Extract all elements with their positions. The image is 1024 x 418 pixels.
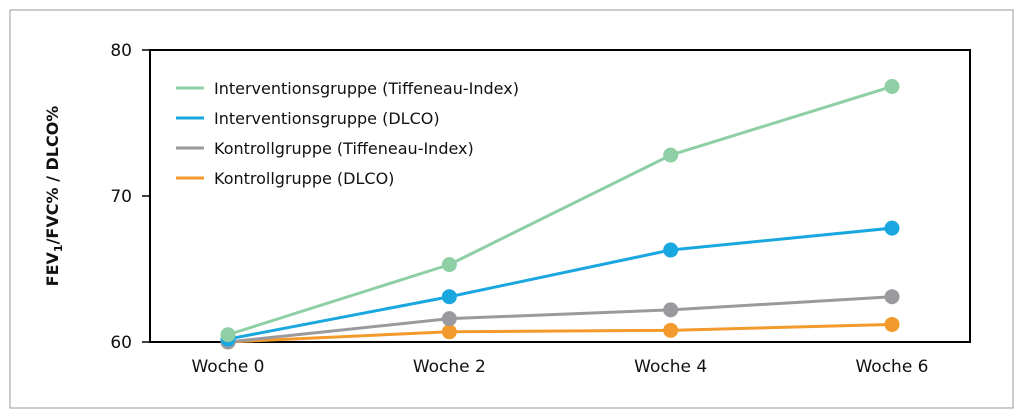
x-tick-label: Woche 6 (855, 357, 928, 377)
data-point (663, 322, 679, 338)
data-point (663, 147, 679, 163)
x-tick-label: Woche 0 (191, 357, 264, 377)
y-axis-label-subscript: 1 (52, 244, 65, 252)
outer-frame (9, 9, 1014, 409)
data-point (884, 79, 900, 94)
data-point (441, 257, 457, 273)
series-line (227, 226, 893, 341)
data-point (663, 242, 679, 258)
legend-label: Kontrollgruppe (DLCO) (214, 169, 394, 188)
data-point (441, 324, 457, 340)
y-axis-label: FEV1/FVC% / DLCO% (43, 106, 65, 287)
legend-label: Kontrollgruppe (Tiffeneau-Index) (214, 139, 474, 158)
x-tick-label: Woche 2 (413, 357, 486, 377)
legend: Interventionsgruppe (Tiffeneau-Index) Int… (176, 79, 519, 188)
y-axis-label-rest: /FVC% / DLCO% (43, 106, 62, 245)
legend-label: Interventionsgruppe (DLCO) (214, 109, 440, 128)
series-lines (227, 85, 893, 344)
data-point (441, 289, 457, 305)
y-tick-label: 70 (110, 187, 132, 207)
series-line (227, 295, 893, 344)
data-point (220, 327, 236, 343)
legend-label: Interventionsgruppe (Tiffeneau-Index) (214, 79, 519, 98)
series-line (227, 322, 893, 344)
y-axis-ticks: 60 70 80 (110, 41, 150, 353)
data-point (441, 311, 457, 327)
x-axis-ticks: Woche 0 Woche 2 Woche 4 Woche 6 (191, 357, 928, 377)
data-point (884, 316, 900, 332)
series-line (227, 85, 893, 337)
data-point (663, 302, 679, 318)
y-tick-label: 60 (110, 333, 132, 353)
x-tick-label: Woche 4 (634, 357, 707, 377)
data-point (884, 289, 900, 305)
data-point (884, 220, 900, 236)
y-axis-label-main: FEV (43, 251, 62, 286)
series-points (220, 79, 900, 350)
y-tick-label: 80 (110, 41, 132, 61)
